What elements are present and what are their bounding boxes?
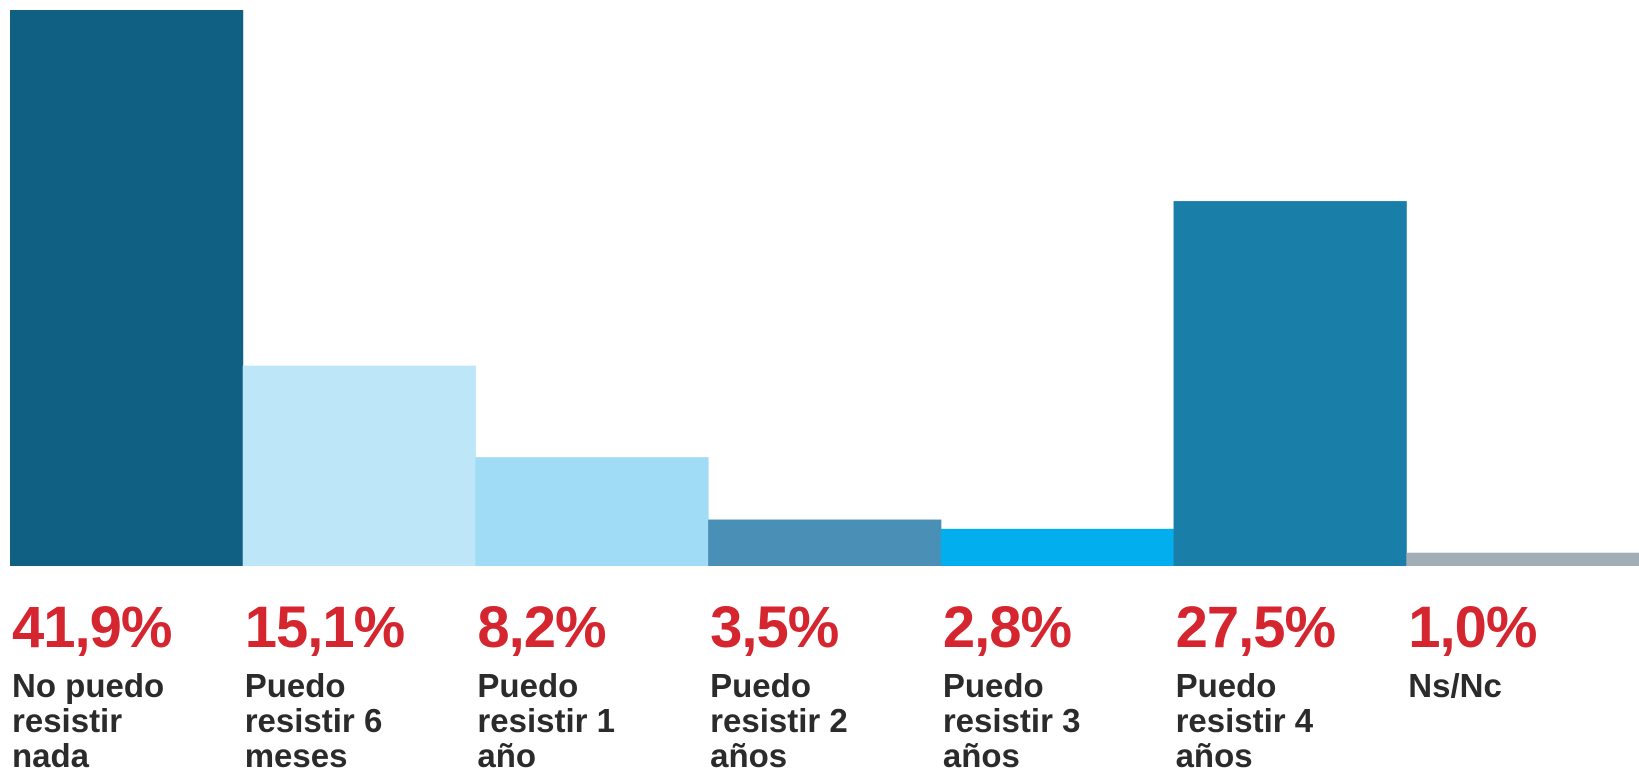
category-label: Puedo resistir 3 años [942,667,1081,774]
bar [1173,201,1407,566]
category-label: No puedo resistir nada [12,667,165,774]
bar [242,365,476,566]
bar [10,10,244,566]
bar [475,457,709,566]
value-label: 15,1% [244,595,405,660]
category-label: Puedo resistir 2 años [710,667,848,774]
category-label: Puedo resistir 4 años [1175,667,1314,774]
value-label: 27,5% [1175,595,1336,660]
value-label: 3,5% [710,595,839,660]
bar [940,528,1175,566]
category-label: Puedo resistir 1 año [477,667,616,774]
value-label: 2,8% [942,595,1072,660]
value-label: 8,2% [477,595,606,660]
bar [1406,552,1639,566]
category-label: Ns/Nc [1408,667,1502,704]
category-label: Puedo resistir 6 meses [244,667,383,774]
value-label: 1,0% [1408,595,1537,660]
bar [708,519,942,566]
value-label: 41,9% [12,595,172,660]
